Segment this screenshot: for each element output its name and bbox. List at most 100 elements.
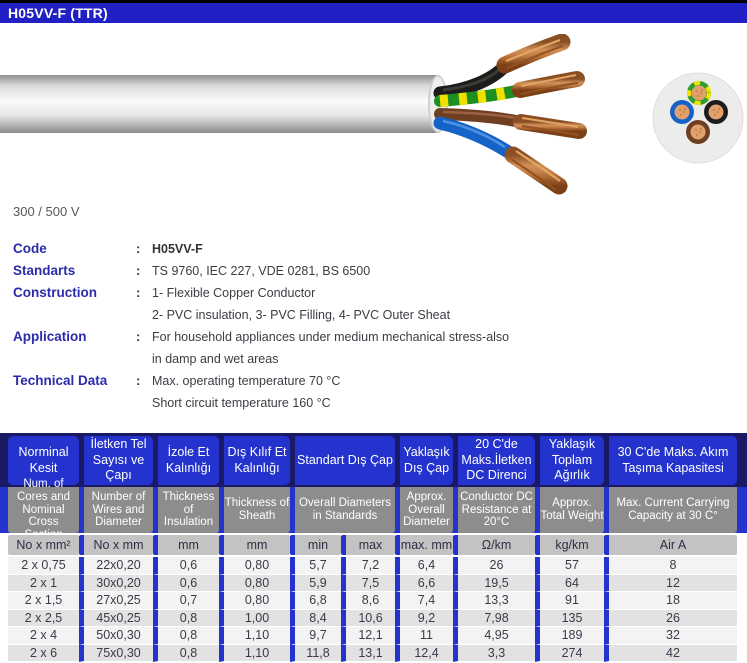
spec-table: Norminal Kesit İletken Tel Sayısı ve Çap… [0,433,747,662]
cable-sheath [0,75,447,133]
construction-value: 1- Flexible Copper Conductor 2- PVC insu… [152,282,450,326]
unit-cell: max. mm [395,535,453,555]
header-cell: Dış Kılıf Et Kalınlığı [219,436,290,485]
data-cell: 4,95 [453,627,535,645]
application-label: Application [13,329,87,344]
data-cell: 19,5 [453,574,535,592]
xsec-core-green-yellow [687,81,711,105]
table-row: 2 x 0,75 22x0,20 0,6 0,80 5,7 7,2 6,4 26… [0,557,747,575]
cable-illustration [0,33,587,195]
table-header-row-turkish: Norminal Kesit İletken Tel Sayısı ve Çap… [0,433,747,487]
info-row-application: Application : For household appliances u… [0,326,740,370]
core-green-yellow [434,71,585,107]
code-label: Code [13,241,47,256]
data-cell: 0,6 [153,557,219,575]
header-cell: Yaklaşık Dış Çap [395,436,453,485]
data-cell: 6,6 [395,574,453,592]
data-cell: 7,2 [341,557,395,575]
data-cell: 135 [535,609,604,627]
info-row-code: Code : H05VV-F [0,238,740,260]
cable-photo [0,33,650,202]
technical-data-value: Max. operating temperature 70 °C Short c… [152,370,340,414]
data-cell: 2 x 0,75 [8,557,79,575]
unit-cell: No x mm² [8,535,79,555]
construction-line-2: 2- PVC insulation, 3- PVC Filling, 4- PV… [152,308,451,322]
subheader-cell: Approx. Total Weight [535,487,604,533]
application-value: For household appliances under medium me… [152,326,509,370]
data-cell: 50x0,30 [79,627,153,645]
data-cell: 7,5 [341,574,395,592]
header-cell: Yaklaşık Toplam Ağırlık [535,436,604,485]
table-header-row-english: Num. of Cores and Nominal Cross Section … [0,478,747,541]
data-cell: 0,6 [153,574,219,592]
table-row: 2 x 1,5 27x0,25 0,7 0,80 6,8 8,6 7,4 13,… [0,592,747,610]
subheader-cell: Max. Current Carrying Capacity at 30 C° [604,487,737,533]
xsec-core-black [704,100,728,124]
data-cell: 64 [535,574,604,592]
cable-cross-section [651,71,746,167]
subheader-cell: Thickness of Insulation [153,487,219,533]
data-cell: 2 x 1 [8,574,79,592]
data-cell: 3,3 [453,644,535,662]
data-cell: 0,8 [153,627,219,645]
data-cell: 1,10 [219,644,290,662]
data-cell: 7,4 [395,592,453,610]
colon: : [136,241,141,256]
table-row: 2 x 2,5 45x0,25 0,8 1,00 8,4 10,6 9,2 7,… [0,609,747,627]
unit-cell: mm [219,535,290,555]
unit-cell: min [290,535,341,555]
colon: : [136,373,141,388]
data-cell: 7,98 [453,609,535,627]
table-row: 2 x 1 30x0,20 0,6 0,80 5,9 7,5 6,6 19,5 … [0,574,747,592]
core-brown [434,108,587,139]
unit-cell: max [341,535,395,555]
technical-data-label: Technical Data [13,373,108,388]
data-cell: 5,7 [290,557,341,575]
info-row-standarts: Standarts : TS 9760, IEC 227, VDE 0281, … [0,260,740,282]
data-cell: 2 x 1,5 [8,592,79,610]
data-cell: 6,8 [290,592,341,610]
table-row: 2 x 6 75x0,30 0,8 1,10 11,8 13,1 12,4 3,… [0,644,747,662]
data-cell: 0,80 [219,592,290,610]
data-cell: 13,1 [341,644,395,662]
unit-cell: Air A [604,535,737,555]
code-value: H05VV-F [152,242,203,256]
technical-line-2: Short circuit temperature 160 °C [152,396,331,410]
data-cell: 75x0,30 [79,644,153,662]
data-cell: 8,6 [341,592,395,610]
header-cell: Norminal Kesit [8,436,79,485]
unit-cell: kg/km [535,535,604,555]
data-cell: 1,00 [219,609,290,627]
data-cell: 57 [535,557,604,575]
data-cell: 9,2 [395,609,453,627]
data-cell: 18 [604,592,737,610]
header-cell: İletken Tel Sayısı ve Çapı [79,436,153,485]
data-cell: 2 x 2,5 [8,609,79,627]
application-line-2: in damp and wet areas [152,352,279,366]
data-cell: 2 x 4 [8,627,79,645]
data-cell: 13,3 [453,592,535,610]
data-cell: 0,80 [219,574,290,592]
subheader-cell: Approx. Overall Diameter [395,487,453,533]
data-cell: 32 [604,627,737,645]
data-cell: 30x0,20 [79,574,153,592]
data-cell: 27x0,25 [79,592,153,610]
data-cell: 12,1 [341,627,395,645]
data-cell: 2 x 6 [8,644,79,662]
xsec-core-brown [686,120,710,144]
core-black [433,33,571,100]
data-cell: 45x0,25 [79,609,153,627]
title-bar: H05VV-F (TTR) [0,0,747,23]
data-cell: 274 [535,644,604,662]
data-cell: 8,4 [290,609,341,627]
data-cell: 0,8 [153,609,219,627]
application-line-1: For household appliances under medium me… [152,330,510,344]
header-cell: İzole Et Kalınlığı [153,436,219,485]
data-cell: 42 [604,644,737,662]
unit-cell: Ω/km [453,535,535,555]
table-units-row: No x mm² No x mm mm mm min max max. mm Ω… [0,535,747,555]
cross-section-diagram [652,72,744,164]
technical-line-1: Max. operating temperature 70 °C [152,374,341,388]
data-cell: 91 [535,592,604,610]
data-cell: 11,8 [290,644,341,662]
